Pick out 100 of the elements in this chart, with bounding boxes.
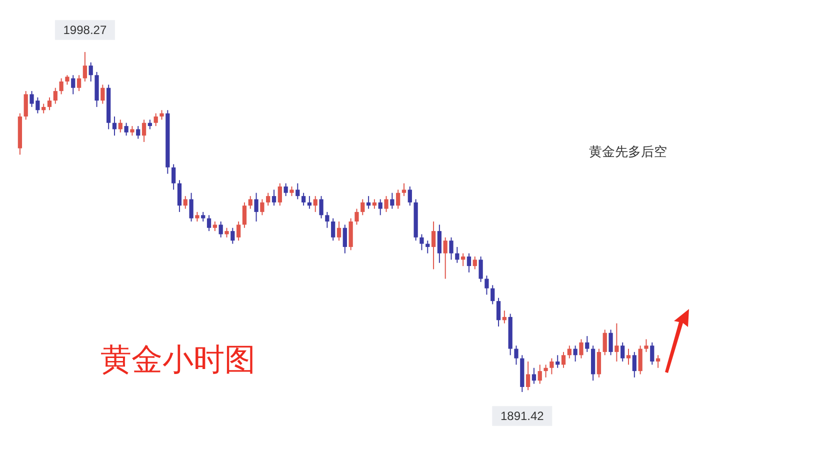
candlestick <box>336 221 342 242</box>
candlestick <box>76 74 82 92</box>
candlestick <box>148 119 152 130</box>
candlestick <box>42 103 46 114</box>
candlestick <box>550 358 554 375</box>
candlestick <box>206 214 212 232</box>
candlestick <box>638 345 642 375</box>
candlestick <box>620 342 625 362</box>
candlestick <box>236 221 241 242</box>
candlestick <box>538 364 542 384</box>
candlestick <box>177 180 182 212</box>
candlestick <box>561 351 566 368</box>
candlestick <box>396 189 400 210</box>
candlestick <box>142 119 146 142</box>
candlestick <box>301 192 306 206</box>
candlestick <box>248 196 252 210</box>
candlestick <box>437 224 442 264</box>
candlestick <box>443 236 448 280</box>
candlestick <box>59 78 64 95</box>
candlestick <box>390 192 394 210</box>
candlestick <box>644 338 648 352</box>
candlestick <box>573 345 578 362</box>
candlestick <box>384 196 388 212</box>
candlestick <box>218 221 223 238</box>
candlestick <box>284 182 288 197</box>
candlestick <box>224 227 229 238</box>
candlestick <box>354 208 359 226</box>
candlestick <box>656 354 660 368</box>
candlestick <box>579 338 584 359</box>
candlestick <box>278 182 282 206</box>
candlestick <box>608 329 613 356</box>
candlestick <box>296 182 300 200</box>
candlestick <box>614 322 619 362</box>
candlestick <box>130 126 134 136</box>
candlestick <box>272 189 276 206</box>
candlestick <box>372 198 377 210</box>
candlestick <box>172 164 176 190</box>
candlestick <box>366 196 371 210</box>
candlestick <box>378 198 382 216</box>
candlestick <box>136 126 140 140</box>
candlestick <box>567 345 572 359</box>
candlestick <box>331 218 336 242</box>
candlestick <box>100 84 105 104</box>
candlestick <box>466 252 472 273</box>
candlestick <box>65 74 70 86</box>
candlestick <box>118 119 122 133</box>
candlestick <box>183 196 188 210</box>
candlestick <box>290 186 294 197</box>
candlestick <box>342 224 347 254</box>
annotation: 黄金先多后空 <box>589 145 667 160</box>
candlestick <box>420 234 424 251</box>
candlestick <box>319 196 324 219</box>
candlestick <box>254 192 258 222</box>
candlestick <box>160 110 164 120</box>
candlestick <box>556 354 560 368</box>
candlestick <box>472 256 477 270</box>
candlestick <box>112 116 117 136</box>
candlestick <box>260 198 264 216</box>
candlestick <box>496 297 501 328</box>
candlestick <box>82 52 88 82</box>
annotation: 1891.42 <box>500 409 544 423</box>
annotation: 黄金小时图 <box>100 342 256 378</box>
candlestick <box>24 90 28 120</box>
candlestick <box>526 361 530 391</box>
candlestick <box>478 256 483 282</box>
candlestick <box>408 186 412 206</box>
candlestick <box>449 236 454 260</box>
candlestick <box>71 74 76 95</box>
annotation: 1998.27 <box>63 23 107 37</box>
candlestick <box>313 196 318 212</box>
candlestick <box>426 240 430 254</box>
candlestick <box>154 112 158 127</box>
candlestick <box>602 329 607 356</box>
candlestick <box>626 348 631 366</box>
candlestick <box>189 192 194 222</box>
candlestick <box>455 246 460 264</box>
candlestick <box>195 211 200 222</box>
candlestick <box>632 351 636 378</box>
candlestick <box>242 202 247 228</box>
candlestick <box>514 345 518 366</box>
candlestick <box>325 211 330 228</box>
candlestick <box>88 62 93 82</box>
candlestick <box>212 221 217 232</box>
candlestick <box>307 196 312 210</box>
candlestick <box>402 182 406 197</box>
candlestick <box>461 252 466 267</box>
candlestick <box>201 211 206 222</box>
candlestick <box>544 364 548 378</box>
candlestick <box>502 310 506 324</box>
candlestick <box>53 87 58 104</box>
candlestick <box>360 198 365 216</box>
candlestick <box>585 336 590 352</box>
candlestick <box>490 284 495 305</box>
candlestick <box>431 221 436 270</box>
candlestick <box>484 275 489 296</box>
candlestick <box>596 348 602 378</box>
candlestick <box>532 367 536 384</box>
candlestick <box>47 96 52 111</box>
candlestick <box>650 342 654 366</box>
candlestick <box>266 192 270 206</box>
